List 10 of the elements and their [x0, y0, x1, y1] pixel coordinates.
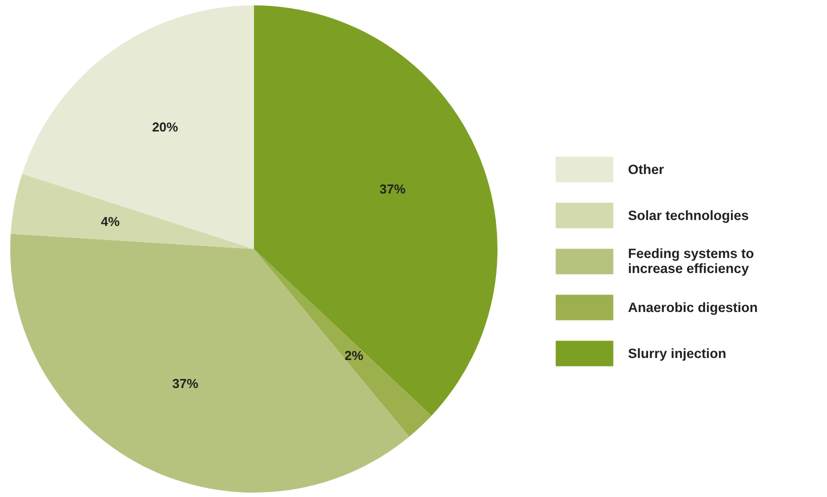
- legend-label: Slurry injection: [628, 344, 726, 363]
- legend-label: Anaerobic digestion: [628, 298, 758, 317]
- data-label: 37%: [379, 182, 406, 197]
- legend-label: Feeding systems to increase efficiency: [628, 245, 754, 277]
- data-label: 20%: [152, 119, 179, 134]
- legend-label: Other: [628, 160, 664, 178]
- data-label: 4%: [100, 214, 120, 230]
- legend-label: Solar technologies: [628, 206, 749, 225]
- data-label: 37%: [172, 376, 199, 392]
- data-label: 2%: [344, 348, 364, 364]
